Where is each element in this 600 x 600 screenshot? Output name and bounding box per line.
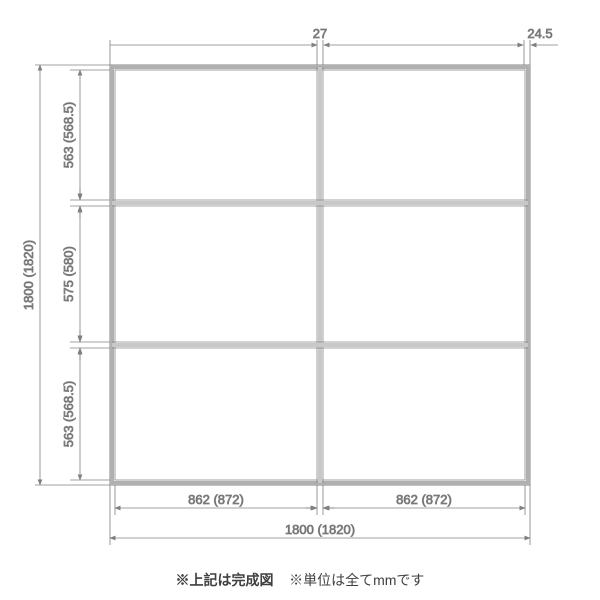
dim-left-3: 563 (568.5) — [61, 381, 76, 448]
dim-top-right: 24.5 — [527, 26, 552, 41]
footnote-left: ※上記は完成図 — [176, 572, 274, 588]
top-dimensions: 27 24.5 — [110, 26, 558, 65]
footnote: ※上記は完成図 ※単位は全てmmです — [0, 570, 600, 590]
footnote-right: ※単位は全てmmです — [289, 572, 424, 588]
dim-top-mid: 27 — [313, 26, 327, 41]
dim-left-overall: 1800 (1820) — [21, 240, 36, 310]
left-dimensions: 1800 (1820) 563 (568.5) 575 (580) 563 (5… — [21, 65, 110, 485]
dim-left-1: 563 (568.5) — [61, 102, 76, 169]
bottom-dimensions: 862 (872) 862 (872) 1800 (1820) — [110, 485, 530, 545]
dim-left-2: 575 (580) — [61, 246, 76, 302]
dim-bottom-right: 862 (872) — [396, 492, 452, 507]
dimension-drawing: 27 24.5 1800 (1820) 563 (568.5) 5 — [0, 0, 600, 600]
dim-bottom-overall: 1800 (1820) — [285, 522, 355, 537]
frame-structure — [110, 65, 530, 485]
dim-bottom-left: 862 (872) — [188, 492, 244, 507]
